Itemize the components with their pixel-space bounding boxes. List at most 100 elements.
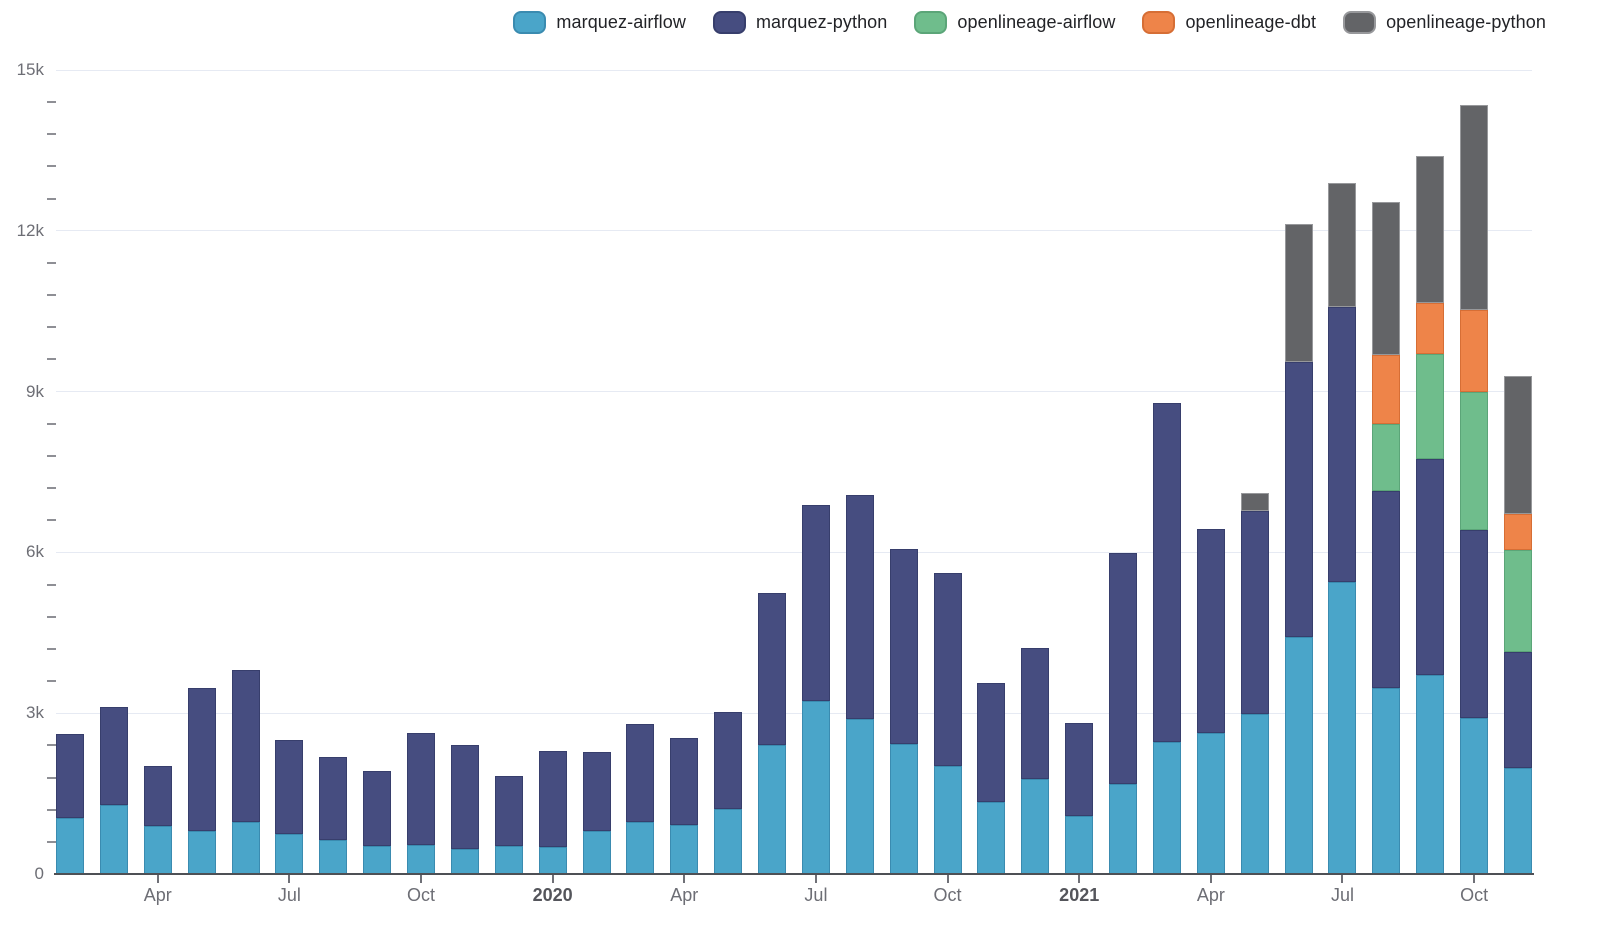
bar-sep-2019[interactable] bbox=[363, 770, 392, 874]
bar-feb-2020[interactable] bbox=[582, 751, 611, 874]
bar-sep-2021[interactable] bbox=[1416, 156, 1445, 874]
bar-aug-2020[interactable] bbox=[845, 494, 874, 874]
bar-segment-marquez-airflow[interactable] bbox=[363, 846, 392, 874]
bar-jul-2021[interactable] bbox=[1328, 182, 1357, 874]
bar-segment-marquez-airflow[interactable] bbox=[1109, 783, 1138, 874]
bar-segment-marquez-airflow[interactable] bbox=[1504, 768, 1532, 874]
bar-segment-openlineage-python[interactable] bbox=[1372, 202, 1401, 356]
bar-dec-2019[interactable] bbox=[494, 776, 523, 874]
bar-oct-2021[interactable] bbox=[1460, 104, 1489, 874]
bar-segment-marquez-airflow[interactable] bbox=[1460, 717, 1489, 874]
bar-segment-marquez-python[interactable] bbox=[758, 593, 787, 746]
bar-segment-marquez-python[interactable] bbox=[1460, 529, 1489, 718]
bar-jan-2021[interactable] bbox=[1065, 722, 1094, 874]
bar-may-2019[interactable] bbox=[187, 688, 216, 874]
bar-segment-marquez-python[interactable] bbox=[143, 765, 172, 827]
bar-nov-2021[interactable] bbox=[1504, 375, 1532, 874]
bar-mar-2020[interactable] bbox=[626, 723, 655, 874]
bar-segment-marquez-airflow[interactable] bbox=[1240, 713, 1269, 874]
bar-segment-marquez-airflow[interactable] bbox=[845, 719, 874, 874]
bar-segment-marquez-python[interactable] bbox=[889, 548, 918, 744]
bar-segment-marquez-python[interactable] bbox=[1504, 652, 1532, 769]
bar-segment-marquez-airflow[interactable] bbox=[1021, 778, 1050, 874]
bar-segment-marquez-airflow[interactable] bbox=[582, 831, 611, 874]
bar-segment-marquez-python[interactable] bbox=[801, 504, 830, 702]
bar-segment-openlineage-airflow[interactable] bbox=[1460, 391, 1489, 530]
bar-segment-marquez-python[interactable] bbox=[1196, 528, 1225, 733]
bar-segment-marquez-airflow[interactable] bbox=[275, 834, 304, 874]
bar-segment-marquez-python[interactable] bbox=[56, 734, 84, 819]
bar-segment-marquez-python[interactable] bbox=[1021, 647, 1050, 779]
legend-item-openlineage-python[interactable]: openlineage-python bbox=[1343, 11, 1546, 34]
bar-segment-marquez-python[interactable] bbox=[494, 776, 523, 847]
bar-segment-marquez-airflow[interactable] bbox=[977, 801, 1006, 874]
bar-nov-2020[interactable] bbox=[977, 683, 1006, 874]
bar-segment-marquez-airflow[interactable] bbox=[801, 701, 830, 874]
bar-jan-2020[interactable] bbox=[538, 751, 567, 874]
bar-jun-2021[interactable] bbox=[1284, 223, 1313, 874]
bar-segment-marquez-python[interactable] bbox=[1328, 306, 1357, 583]
bar-segment-marquez-python[interactable] bbox=[231, 669, 260, 823]
bar-mar-2019[interactable] bbox=[99, 707, 128, 874]
bar-segment-openlineage-airflow[interactable] bbox=[1416, 354, 1445, 460]
bar-segment-openlineage-airflow[interactable] bbox=[1504, 550, 1532, 653]
bar-may-2021[interactable] bbox=[1240, 492, 1269, 874]
bar-segment-marquez-python[interactable] bbox=[845, 494, 874, 720]
bar-segment-marquez-python[interactable] bbox=[1240, 511, 1269, 714]
bar-segment-marquez-python[interactable] bbox=[1152, 402, 1181, 742]
bar-segment-marquez-airflow[interactable] bbox=[1196, 732, 1225, 874]
bar-nov-2019[interactable] bbox=[450, 745, 479, 874]
bar-jul-2020[interactable] bbox=[801, 504, 830, 874]
bar-sep-2020[interactable] bbox=[889, 548, 918, 874]
bar-segment-marquez-python[interactable] bbox=[1372, 490, 1401, 689]
bar-aug-2019[interactable] bbox=[319, 756, 348, 874]
bar-apr-2019[interactable] bbox=[143, 765, 172, 874]
bar-segment-marquez-python[interactable] bbox=[1416, 459, 1445, 676]
bar-segment-marquez-python[interactable] bbox=[977, 683, 1006, 802]
bar-segment-marquez-python[interactable] bbox=[407, 733, 436, 845]
bar-jul-2019[interactable] bbox=[275, 740, 304, 874]
bar-segment-marquez-airflow[interactable] bbox=[143, 826, 172, 874]
bar-segment-openlineage-python[interactable] bbox=[1460, 104, 1489, 311]
bar-jun-2020[interactable] bbox=[758, 593, 787, 874]
bar-segment-marquez-airflow[interactable] bbox=[407, 844, 436, 874]
bar-feb-2019[interactable] bbox=[56, 734, 84, 874]
bar-segment-marquez-airflow[interactable] bbox=[231, 822, 260, 874]
bar-segment-marquez-python[interactable] bbox=[933, 572, 962, 766]
bar-segment-marquez-python[interactable] bbox=[99, 707, 128, 806]
bar-segment-openlineage-dbt[interactable] bbox=[1460, 310, 1489, 392]
bar-segment-marquez-airflow[interactable] bbox=[99, 805, 128, 874]
bar-dec-2020[interactable] bbox=[1021, 647, 1050, 874]
bar-segment-marquez-airflow[interactable] bbox=[494, 846, 523, 874]
legend-item-marquez-python[interactable]: marquez-python bbox=[712, 11, 887, 34]
bar-segment-marquez-airflow[interactable] bbox=[319, 840, 348, 874]
bar-segment-marquez-python[interactable] bbox=[363, 770, 392, 847]
bar-segment-marquez-python[interactable] bbox=[187, 688, 216, 832]
bar-apr-2021[interactable] bbox=[1196, 528, 1225, 874]
bar-segment-marquez-airflow[interactable] bbox=[187, 831, 216, 874]
bar-segment-marquez-airflow[interactable] bbox=[1372, 688, 1401, 874]
bar-segment-marquez-airflow[interactable] bbox=[538, 846, 567, 874]
bar-segment-marquez-airflow[interactable] bbox=[1416, 675, 1445, 874]
bar-segment-openlineage-python[interactable] bbox=[1284, 223, 1313, 363]
bar-segment-marquez-python[interactable] bbox=[1065, 722, 1094, 817]
bar-segment-marquez-python[interactable] bbox=[714, 711, 743, 809]
bar-segment-openlineage-python[interactable] bbox=[1504, 375, 1532, 514]
bar-segment-marquez-airflow[interactable] bbox=[714, 808, 743, 874]
bar-feb-2021[interactable] bbox=[1109, 552, 1138, 874]
bar-segment-marquez-airflow[interactable] bbox=[933, 765, 962, 874]
bar-segment-marquez-python[interactable] bbox=[626, 723, 655, 823]
bar-segment-openlineage-python[interactable] bbox=[1328, 182, 1357, 307]
bar-segment-openlineage-dbt[interactable] bbox=[1372, 355, 1401, 424]
bar-segment-openlineage-python[interactable] bbox=[1240, 492, 1269, 512]
bar-segment-marquez-python[interactable] bbox=[582, 751, 611, 832]
bar-segment-openlineage-python[interactable] bbox=[1416, 156, 1445, 303]
bar-segment-openlineage-airflow[interactable] bbox=[1372, 423, 1401, 491]
bar-segment-marquez-airflow[interactable] bbox=[758, 745, 787, 874]
bar-segment-marquez-python[interactable] bbox=[275, 740, 304, 835]
bar-oct-2020[interactable] bbox=[933, 572, 962, 874]
bar-segment-marquez-airflow[interactable] bbox=[56, 818, 84, 874]
bar-segment-marquez-python[interactable] bbox=[1284, 362, 1313, 637]
bar-segment-marquez-airflow[interactable] bbox=[670, 825, 699, 874]
bar-segment-marquez-airflow[interactable] bbox=[1065, 816, 1094, 874]
